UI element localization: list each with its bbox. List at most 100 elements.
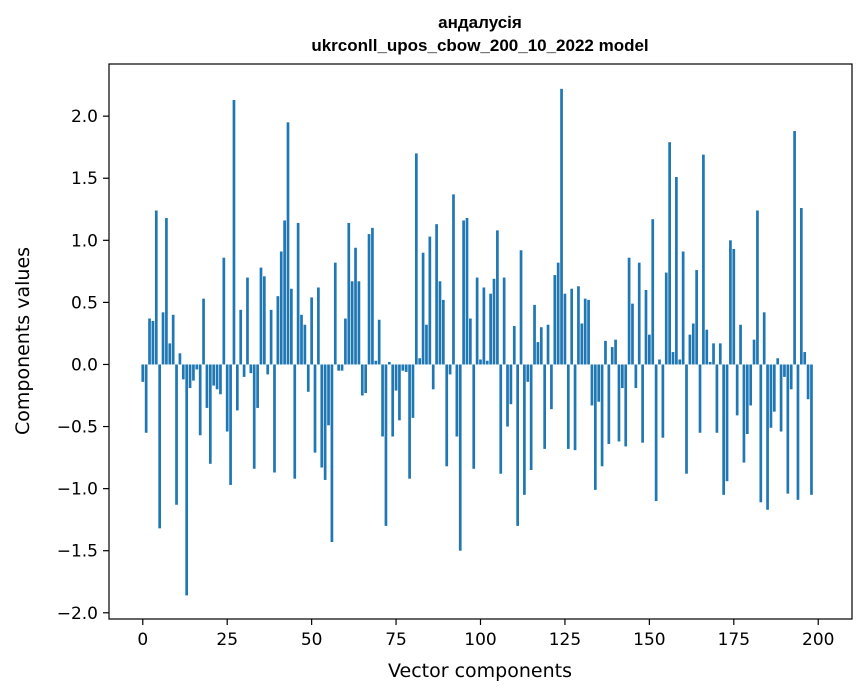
bar-171 (718, 343, 722, 365)
bar-113 (523, 364, 526, 495)
bar-91 (448, 364, 452, 375)
bar-65 (360, 364, 364, 396)
bar-44 (290, 288, 293, 365)
chart-subtitle: ukrconll_upos_cbow_200_10_2022 model (311, 36, 648, 55)
bar-108 (506, 364, 509, 427)
bar-32 (249, 364, 253, 374)
bar-81 (414, 153, 418, 365)
bar-33 (252, 364, 256, 469)
bar-10 (175, 364, 178, 505)
bar-85 (428, 236, 432, 365)
bar-162 (688, 334, 692, 365)
bar-172 (722, 364, 726, 495)
bar-150 (648, 334, 651, 365)
bar-175 (732, 249, 736, 365)
bar-35 (259, 267, 263, 365)
bar-34 (256, 364, 259, 408)
bar-168 (708, 361, 712, 365)
bar-185 (766, 364, 769, 510)
bar-188 (776, 358, 780, 365)
bar-133 (590, 364, 594, 406)
bar-78 (404, 364, 408, 372)
y-tick-label: 1.0 (71, 231, 98, 251)
bar-179 (745, 364, 749, 434)
bar-83 (421, 252, 425, 365)
bar-1 (144, 364, 148, 433)
x-tick-label: 125 (549, 630, 581, 650)
bar-183 (759, 364, 763, 503)
bar-169 (712, 343, 715, 365)
bar-28 (235, 364, 239, 411)
bar-49 (306, 364, 310, 392)
bar-88 (438, 281, 442, 365)
bar-139 (610, 347, 614, 365)
bar-103 (489, 293, 492, 365)
bars-group (141, 88, 813, 596)
bar-62 (350, 281, 354, 365)
bar-128 (573, 364, 577, 451)
bar-21 (212, 364, 216, 386)
bar-9 (171, 314, 175, 365)
chart-title: андалусія (438, 13, 522, 32)
bar-24 (222, 257, 226, 365)
x-tick-label: 0 (137, 630, 148, 650)
x-tick-label: 50 (301, 630, 323, 650)
y-tick-label: −1.0 (57, 480, 98, 500)
bar-42 (283, 220, 286, 365)
x-axis-label: Vector components (388, 660, 572, 682)
y-tick-label: 2.0 (71, 107, 98, 127)
bar-39 (273, 364, 276, 473)
bar-193 (793, 131, 796, 365)
bar-118 (539, 327, 543, 365)
bar-26 (229, 364, 232, 485)
bar-148 (641, 364, 644, 443)
bar-136 (600, 364, 604, 467)
bar-60 (344, 318, 347, 365)
bar-36 (263, 276, 266, 365)
bar-63 (354, 247, 357, 365)
bar-70 (377, 319, 381, 365)
bar-177 (739, 324, 742, 365)
bar-117 (536, 342, 540, 365)
bar-54 (323, 364, 327, 480)
bar-56 (330, 364, 334, 543)
bar-191 (786, 364, 790, 494)
bar-166 (702, 154, 705, 365)
bar-45 (293, 364, 297, 479)
bar-158 (675, 176, 678, 365)
bar-71 (381, 364, 384, 437)
bar-76 (398, 364, 401, 421)
y-tick-label: −2.0 (57, 604, 98, 624)
bar-52 (317, 287, 320, 365)
bar-120 (546, 324, 550, 365)
x-tick-label: 150 (633, 630, 665, 650)
bar-12 (181, 364, 185, 380)
bar-189 (779, 364, 783, 432)
bar-92 (452, 194, 455, 365)
bar-13 (185, 364, 189, 596)
bar-64 (357, 281, 361, 365)
bar-114 (526, 364, 530, 382)
bar-79 (408, 364, 411, 479)
bar-106 (499, 364, 503, 474)
bar-89 (442, 299, 445, 365)
bar-167 (705, 329, 709, 365)
bar-0 (141, 364, 145, 382)
bar-46 (296, 222, 300, 365)
bar-94 (458, 364, 462, 551)
bar-154 (661, 364, 665, 438)
bar-15 (192, 364, 195, 381)
bar-152 (654, 364, 658, 502)
y-axis-label: Components values (12, 247, 34, 435)
bar-100 (479, 359, 482, 365)
bar-61 (347, 222, 351, 365)
bar-107 (502, 277, 506, 365)
bar-40 (276, 296, 280, 365)
bar-96 (465, 217, 469, 365)
bar-147 (637, 262, 641, 365)
y-tick-label: 0.5 (71, 293, 98, 313)
bar-129 (577, 286, 580, 365)
bar-29 (239, 309, 243, 365)
bar-138 (607, 364, 611, 444)
bar-181 (752, 339, 756, 365)
